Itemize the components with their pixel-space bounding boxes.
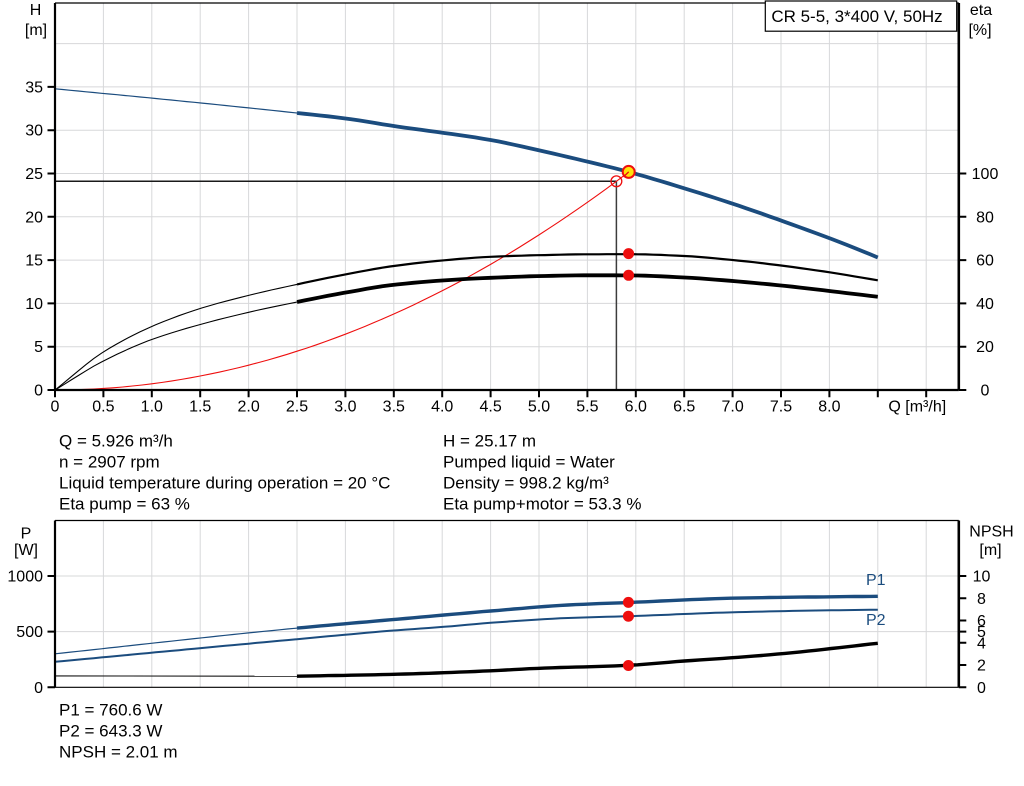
svg-text:1000: 1000 — [7, 569, 43, 586]
svg-text:0: 0 — [34, 383, 43, 400]
svg-text:5: 5 — [977, 624, 986, 641]
svg-text:0: 0 — [977, 680, 986, 697]
svg-text:20: 20 — [976, 339, 994, 356]
svg-text:P1 = 760.6 W: P1 = 760.6 W — [59, 701, 162, 720]
svg-text:8: 8 — [977, 591, 986, 608]
svg-text:2: 2 — [977, 658, 986, 675]
svg-text:P: P — [21, 526, 32, 543]
svg-text:2.0: 2.0 — [237, 399, 259, 416]
svg-text:5.0: 5.0 — [528, 399, 550, 416]
svg-text:[W]: [W] — [14, 542, 38, 559]
svg-text:eta: eta — [970, 2, 992, 19]
svg-text:[%]: [%] — [968, 22, 991, 39]
svg-text:6: 6 — [977, 613, 986, 630]
svg-text:NPSH = 2.01 m: NPSH = 2.01 m — [59, 743, 178, 762]
svg-text:0: 0 — [34, 680, 43, 697]
svg-text:500: 500 — [16, 624, 43, 641]
svg-text:3.0: 3.0 — [334, 399, 356, 416]
svg-text:60: 60 — [976, 253, 994, 270]
svg-text:Q = 5.926 m³/h: Q = 5.926 m³/h — [59, 432, 173, 451]
svg-text:H = 25.17 m: H = 25.17 m — [443, 432, 536, 451]
svg-text:0: 0 — [51, 399, 60, 416]
svg-text:80: 80 — [976, 209, 994, 226]
svg-text:7.5: 7.5 — [770, 399, 792, 416]
svg-text:2.5: 2.5 — [286, 399, 308, 416]
svg-text:10: 10 — [973, 569, 991, 586]
svg-text:40: 40 — [976, 296, 994, 313]
svg-text:1.5: 1.5 — [189, 399, 211, 416]
svg-text:Eta pump = 63 %: Eta pump = 63 % — [59, 495, 190, 514]
svg-text:Density = 998.2 kg/m³: Density = 998.2 kg/m³ — [443, 474, 609, 493]
svg-text:4.0: 4.0 — [431, 399, 453, 416]
svg-text:CR 5-5, 3*400 V, 50Hz: CR 5-5, 3*400 V, 50Hz — [771, 7, 942, 26]
svg-text:4.5: 4.5 — [479, 399, 501, 416]
svg-text:P1: P1 — [866, 572, 886, 589]
svg-text:P2 = 643.3 W: P2 = 643.3 W — [59, 722, 162, 741]
svg-text:6.0: 6.0 — [625, 399, 647, 416]
svg-text:5: 5 — [34, 339, 43, 356]
svg-text:[m]: [m] — [25, 22, 47, 39]
svg-text:n = 2907 rpm: n = 2907 rpm — [59, 453, 160, 472]
svg-text:8.0: 8.0 — [818, 399, 840, 416]
svg-text:35: 35 — [25, 79, 43, 96]
svg-text:3.5: 3.5 — [383, 399, 405, 416]
svg-text:Eta pump+motor = 53.3 %: Eta pump+motor = 53.3 % — [443, 495, 641, 514]
svg-text:100: 100 — [972, 166, 999, 183]
svg-text:1.0: 1.0 — [141, 399, 163, 416]
svg-text:0: 0 — [981, 383, 990, 400]
svg-text:Pumped liquid = Water: Pumped liquid = Water — [443, 453, 615, 472]
svg-text:15: 15 — [25, 253, 43, 270]
svg-text:6.5: 6.5 — [673, 399, 695, 416]
svg-text:NPSH: NPSH — [969, 524, 1013, 541]
svg-text:H: H — [30, 2, 42, 19]
svg-text:25: 25 — [25, 166, 43, 183]
svg-text:[m]: [m] — [979, 542, 1001, 559]
svg-text:30: 30 — [25, 123, 43, 140]
svg-text:4: 4 — [977, 635, 986, 652]
svg-text:7.0: 7.0 — [721, 399, 743, 416]
svg-text:20: 20 — [25, 209, 43, 226]
svg-text:5.5: 5.5 — [576, 399, 598, 416]
svg-text:Liquid temperature during oper: Liquid temperature during operation = 20… — [59, 474, 390, 493]
svg-text:P2: P2 — [866, 612, 886, 629]
svg-text:Q [m³/h]: Q [m³/h] — [888, 399, 946, 416]
svg-text:10: 10 — [25, 296, 43, 313]
svg-text:0.5: 0.5 — [92, 399, 114, 416]
